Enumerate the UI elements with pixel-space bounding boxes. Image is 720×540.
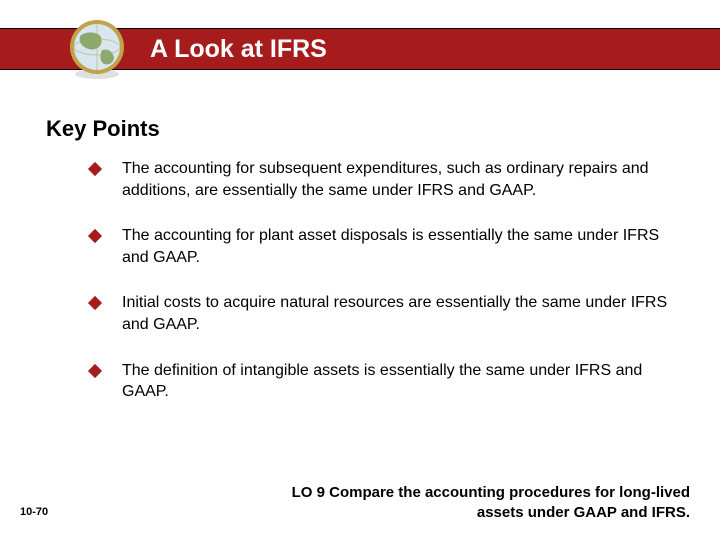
globe-icon [66,18,128,80]
list-item: The definition of intangible assets is e… [90,360,680,403]
bullet-text: The accounting for plant asset disposals… [122,225,680,268]
bullet-text: The definition of intangible assets is e… [122,360,680,403]
list-item: The accounting for subsequent expenditur… [90,158,680,201]
bullet-list: The accounting for subsequent expenditur… [90,158,680,427]
learning-objective: LO 9 Compare the accounting procedures f… [270,483,690,522]
subheading: Key Points [46,116,160,142]
slide-title: A Look at IFRS [150,35,327,64]
bullet-text: Initial costs to acquire natural resourc… [122,292,680,335]
diamond-icon [88,229,102,243]
diamond-icon [88,162,102,176]
list-item: The accounting for plant asset disposals… [90,225,680,268]
diamond-icon [88,296,102,310]
list-item: Initial costs to acquire natural resourc… [90,292,680,335]
bullet-text: The accounting for subsequent expenditur… [122,158,680,201]
diamond-icon [88,363,102,377]
slide-number: 10-70 [20,506,48,518]
